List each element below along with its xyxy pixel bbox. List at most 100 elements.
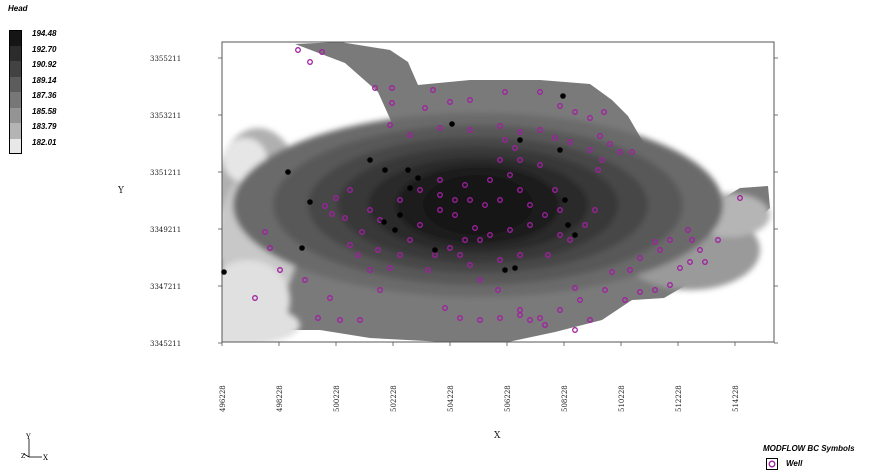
- legend-label: 183.79: [32, 122, 57, 131]
- well-marker: [302, 277, 308, 283]
- y-tick-label: 3349211: [150, 226, 181, 234]
- well-marker: [437, 177, 443, 183]
- well-marker: [572, 285, 578, 291]
- dry-cell-marker: [512, 265, 518, 271]
- dry-cell-marker: [382, 167, 388, 173]
- map-points: [221, 47, 743, 333]
- well-marker: [407, 132, 413, 138]
- y-tick-label: 3355211: [150, 55, 181, 63]
- well-marker: [602, 287, 608, 293]
- well-marker: [537, 127, 543, 133]
- well-marker: [437, 207, 443, 213]
- legend-swatch: [9, 107, 22, 123]
- well-marker: [333, 195, 339, 201]
- well-marker: [737, 195, 743, 201]
- well-marker: [517, 307, 523, 313]
- well-marker: [497, 197, 503, 203]
- well-marker: [447, 99, 453, 105]
- well-marker: [457, 252, 463, 258]
- well-marker: [545, 252, 551, 258]
- well-marker: [652, 239, 658, 245]
- well-marker: [267, 245, 273, 251]
- well-marker: [517, 252, 523, 258]
- legend-label: 189.14: [32, 75, 57, 85]
- dry-cell-marker: [299, 245, 305, 251]
- well-marker: [557, 307, 563, 313]
- x-tick-label: 496228: [219, 385, 227, 412]
- well-marker: [577, 297, 583, 303]
- well-marker: [542, 322, 548, 328]
- dry-cell-marker: [432, 247, 438, 253]
- triad-y: Y: [25, 433, 31, 441]
- well-marker: [477, 237, 483, 243]
- well-marker: [557, 207, 563, 213]
- legend-swatch: [9, 92, 22, 108]
- x-tick-label: 514228: [732, 385, 740, 412]
- well-marker: [527, 317, 533, 323]
- well-marker: [697, 247, 703, 253]
- well-marker: [537, 162, 543, 168]
- well-marker: [689, 237, 695, 243]
- well-marker: [497, 123, 503, 129]
- well-marker: [507, 172, 513, 178]
- well-marker: [417, 222, 423, 228]
- well-marker: [542, 212, 548, 218]
- well-marker: [472, 225, 478, 231]
- x-axis-label: X: [494, 431, 501, 441]
- legend-label: 182.01: [32, 137, 57, 147]
- contour-band: [423, 175, 533, 235]
- well-marker: [262, 229, 268, 235]
- well-marker: [367, 207, 373, 213]
- well-marker: [355, 252, 361, 258]
- well-marker: [387, 265, 393, 271]
- well-marker: [512, 145, 518, 151]
- well-marker: [637, 289, 643, 295]
- well-marker: [327, 295, 333, 301]
- well-marker: [627, 267, 633, 273]
- well-marker: [595, 167, 601, 173]
- dry-cell-marker: [562, 197, 568, 203]
- well-marker: [572, 327, 578, 333]
- well-marker: [495, 287, 501, 293]
- well-marker: [607, 141, 613, 147]
- well-marker: [347, 242, 353, 248]
- well-marker: [462, 182, 468, 188]
- well-marker: [622, 297, 628, 303]
- well-marker: [587, 317, 593, 323]
- well-marker: [527, 202, 533, 208]
- legend-label: 192.70: [32, 44, 57, 54]
- well-marker: [452, 197, 458, 203]
- well-marker: [487, 177, 493, 183]
- dry-cell-marker: [517, 137, 523, 143]
- dry-cell-marker: [405, 167, 411, 173]
- well-marker: [430, 87, 436, 93]
- dry-cell-marker: [557, 147, 563, 153]
- well-marker: [407, 237, 413, 243]
- well-marker: [457, 315, 463, 321]
- well-marker: [502, 89, 508, 95]
- well-marker: [467, 127, 473, 133]
- well-marker: [552, 187, 558, 193]
- well-marker: [537, 89, 543, 95]
- well-marker: [347, 187, 353, 193]
- dry-cell-marker: [307, 199, 313, 205]
- dry-cell-marker: [397, 212, 403, 218]
- well-marker: [592, 207, 598, 213]
- well-marker: [315, 315, 321, 321]
- well-marker: [517, 129, 523, 135]
- well-marker: [557, 103, 563, 109]
- well-marker: [497, 315, 503, 321]
- well-marker: [667, 237, 673, 243]
- x-tick-label: 506228: [504, 385, 512, 412]
- well-marker: [307, 59, 313, 65]
- legend-swatch: [9, 61, 22, 77]
- plot-frame: [221, 41, 775, 343]
- legend-label: 190.92: [32, 60, 57, 69]
- legend-title: Head: [8, 4, 28, 13]
- well-marker: [377, 287, 383, 293]
- x-tick-label: 504228: [447, 385, 455, 412]
- well-marker: [447, 245, 453, 251]
- well-marker: [482, 202, 488, 208]
- dry-cell-marker: [565, 222, 571, 228]
